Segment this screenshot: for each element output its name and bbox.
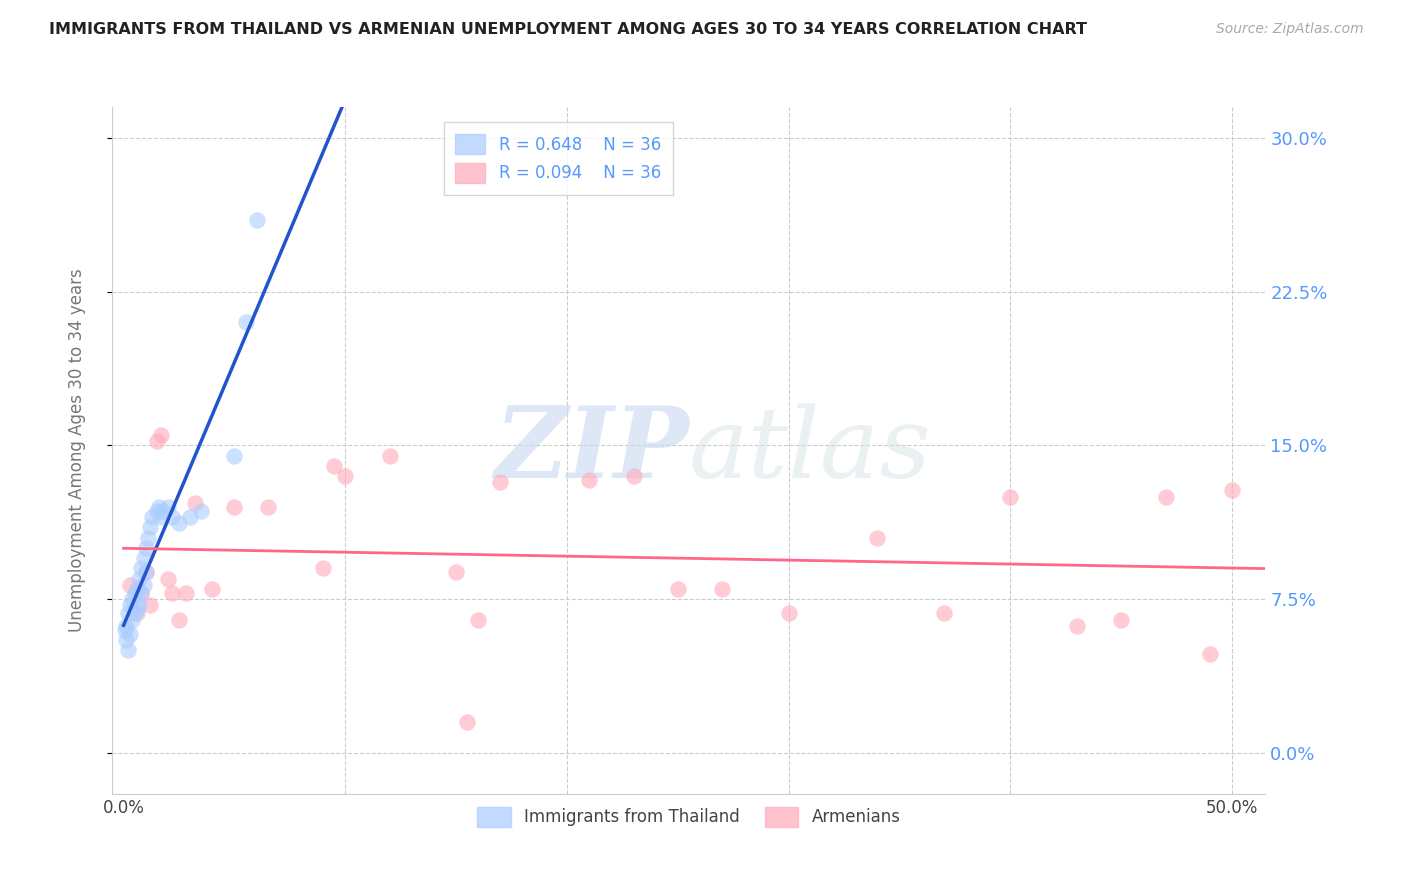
Point <box>141 510 163 524</box>
Point <box>129 586 153 600</box>
Point <box>167 613 190 627</box>
Point <box>1154 490 1177 504</box>
Point <box>152 504 174 518</box>
Point <box>1199 648 1222 662</box>
Point <box>256 500 278 514</box>
Legend: Immigrants from Thailand, Armenians: Immigrants from Thailand, Armenians <box>471 800 907 834</box>
Point <box>866 531 889 545</box>
Point <box>135 566 157 580</box>
Point <box>201 582 224 596</box>
Point <box>224 449 246 463</box>
Text: IMMIGRANTS FROM THAILAND VS ARMENIAN UNEMPLOYMENT AMONG AGES 30 TO 34 YEARS CORR: IMMIGRANTS FROM THAILAND VS ARMENIAN UNE… <box>49 22 1087 37</box>
Point <box>489 475 512 490</box>
Point <box>156 572 179 586</box>
Point <box>117 607 139 621</box>
Point <box>246 212 269 227</box>
Point <box>578 473 600 487</box>
Point <box>129 561 153 575</box>
Point <box>121 592 143 607</box>
Point <box>132 578 155 592</box>
Point <box>135 566 157 580</box>
Point <box>146 434 169 449</box>
Point <box>456 715 478 730</box>
Point <box>148 500 170 514</box>
Point <box>128 599 150 613</box>
Point <box>125 582 148 596</box>
Point <box>156 500 179 514</box>
Text: ZIP: ZIP <box>494 402 689 499</box>
Point <box>150 428 173 442</box>
Point <box>139 520 162 534</box>
Point <box>117 643 139 657</box>
Point <box>124 586 146 600</box>
Point <box>932 607 955 621</box>
Point <box>1220 483 1243 498</box>
Point <box>124 607 146 621</box>
Y-axis label: Unemployment Among Ages 30 to 34 years: Unemployment Among Ages 30 to 34 years <box>67 268 86 632</box>
Point <box>128 572 150 586</box>
Point <box>444 566 467 580</box>
Point <box>121 613 143 627</box>
Point <box>162 586 184 600</box>
Point <box>114 619 136 633</box>
Point <box>162 510 184 524</box>
Point <box>623 469 645 483</box>
Point <box>120 599 142 613</box>
Point <box>778 607 800 621</box>
Point <box>136 531 159 545</box>
Point <box>167 516 190 531</box>
Point <box>1111 613 1133 627</box>
Point <box>224 500 246 514</box>
Point <box>1000 490 1022 504</box>
Point <box>146 504 169 518</box>
Point <box>1066 619 1088 633</box>
Text: atlas: atlas <box>689 403 932 498</box>
Point <box>183 496 205 510</box>
Point <box>235 315 257 329</box>
Point <box>323 458 346 473</box>
Point <box>132 551 155 566</box>
Text: Source: ZipAtlas.com: Source: ZipAtlas.com <box>1216 22 1364 37</box>
Point <box>190 504 212 518</box>
Point <box>120 627 142 641</box>
Point <box>335 469 357 483</box>
Point <box>129 586 153 600</box>
Point <box>467 613 489 627</box>
Point <box>711 582 734 596</box>
Point <box>120 578 142 592</box>
Point <box>312 561 335 575</box>
Point <box>174 586 197 600</box>
Point <box>114 623 136 637</box>
Point <box>378 449 401 463</box>
Point <box>150 510 173 524</box>
Point <box>666 582 689 596</box>
Point <box>114 633 136 648</box>
Point <box>125 607 148 621</box>
Point <box>179 510 201 524</box>
Point <box>139 599 162 613</box>
Point <box>135 541 157 555</box>
Point <box>125 602 148 616</box>
